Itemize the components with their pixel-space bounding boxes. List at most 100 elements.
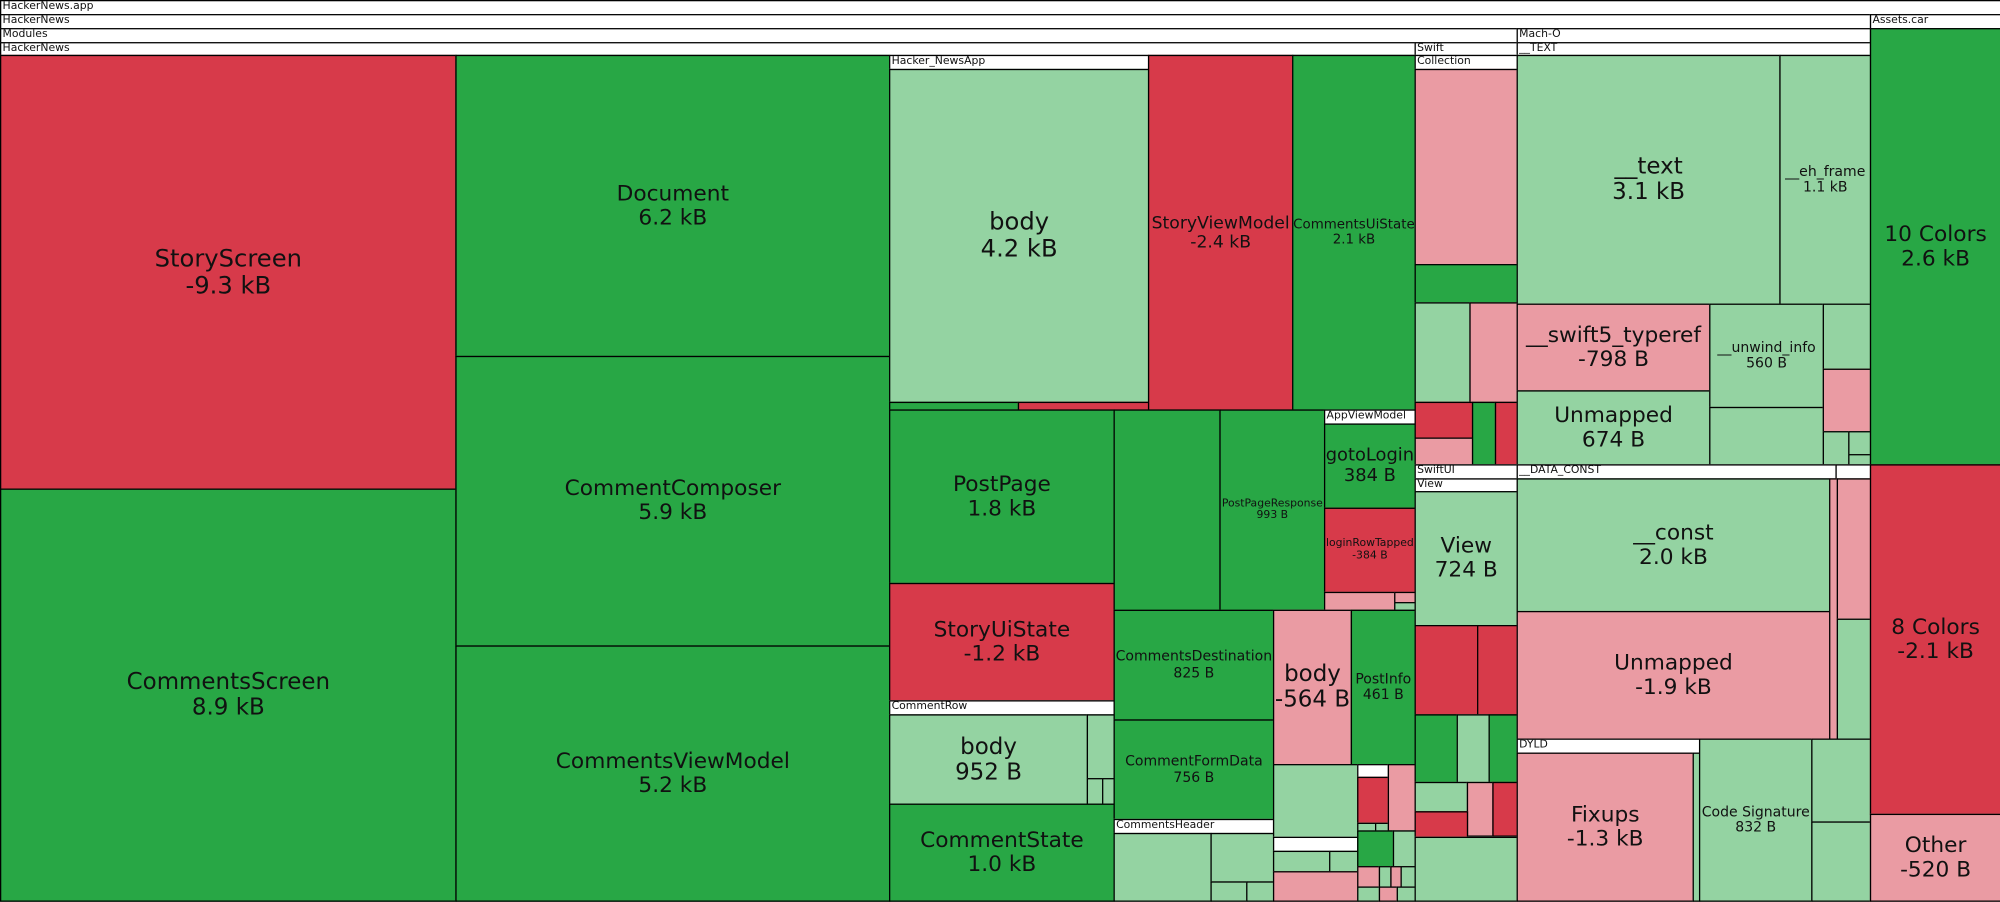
- treemap-node-post-page-response[interactable]: PostPageResponse 993 B: [1219, 409, 1326, 611]
- treemap-node-login-row-tapped[interactable]: loginRowTapped -384 B: [1323, 507, 1416, 594]
- treemap-node-unlabeled[interactable]: [1086, 714, 1115, 780]
- treemap-node-unlabeled[interactable]: [1378, 886, 1398, 902]
- treemap-node-unlabeled[interactable]: [1357, 866, 1381, 888]
- treemap-node-unlabeled[interactable]: [1272, 850, 1331, 873]
- treemap-node-other[interactable]: Other -520 B: [1869, 813, 2000, 902]
- group-header-app[interactable]: HackerNews.app: [0, 0, 2000, 16]
- treemap-node-unlabeled[interactable]: [1494, 401, 1518, 466]
- treemap-node-unlabeled[interactable]: [1357, 886, 1381, 902]
- treemap-node-unlabeled[interactable]: [1272, 871, 1359, 902]
- treemap-node-unlabeled[interactable]: [1246, 881, 1275, 902]
- group-header-hn-app[interactable]: Hacker_NewsApp: [889, 54, 1150, 71]
- treemap-node-unlabeled[interactable]: [1329, 850, 1359, 873]
- treemap-node-unlabeled[interactable]: [1709, 406, 1824, 466]
- treemap-node-unlabeled[interactable]: [1822, 303, 1872, 370]
- treemap-node-comment-form-data[interactable]: CommentFormData 756 B: [1113, 719, 1275, 821]
- treemap-node-comment-composer[interactable]: CommentComposer 5.9 kB: [455, 355, 891, 647]
- node-name: CommentsViewModel: [555, 748, 790, 774]
- treemap-node-fixups[interactable]: Fixups -1.3 kB: [1516, 752, 1694, 902]
- treemap-node-unlabeled[interactable]: [1835, 464, 1872, 480]
- group-header-modules[interactable]: Modules: [0, 28, 1518, 44]
- treemap-node-unmapped-data[interactable]: Unmapped -1.9 kB: [1516, 610, 1831, 740]
- treemap-node-unlabeled[interactable]: [1414, 68, 1518, 266]
- group-header-swiftui[interactable]: SwiftUI: [1414, 464, 1518, 480]
- treemap-node-unlabeled[interactable]: [1113, 832, 1212, 902]
- treemap-node-comments-ui-state[interactable]: CommentsUiState 2.1 kB: [1292, 54, 1416, 411]
- treemap-node-comments-screen[interactable]: CommentsScreen 8.9 kB: [0, 488, 457, 902]
- treemap-node-view[interactable]: View 724 B: [1414, 491, 1518, 627]
- treemap-node-unlabeled[interactable]: [1414, 264, 1518, 304]
- treemap-node-unlabeled[interactable]: [1272, 764, 1359, 839]
- treemap-node-text[interactable]: __text 3.1 kB: [1516, 54, 1781, 305]
- treemap-node-unlabeled[interactable]: [1396, 886, 1416, 902]
- treemap-node-unlabeled[interactable]: [1400, 866, 1416, 888]
- treemap-node-story-screen[interactable]: StoryScreen -9.3 kB: [0, 54, 457, 490]
- treemap-node-unlabeled[interactable]: [1086, 778, 1104, 805]
- group-header-app-vm[interactable]: AppViewModel: [1323, 409, 1416, 425]
- treemap-node-unlabeled[interactable]: [1387, 764, 1416, 832]
- treemap-node-unlabeled[interactable]: [1822, 431, 1850, 466]
- group-header-hackernews1[interactable]: HackerNews: [0, 14, 1872, 30]
- treemap-node-body-row[interactable]: body 952 B: [889, 714, 1089, 805]
- treemap-node-unlabeled[interactable]: [1357, 776, 1390, 824]
- treemap-node-unlabeled[interactable]: [1836, 618, 1872, 740]
- group-header-data-const[interactable]: __DATA_CONST: [1516, 464, 1837, 480]
- group-header-comments-header[interactable]: CommentsHeader: [1113, 818, 1275, 835]
- treemap-node-unlabeled[interactable]: [1272, 836, 1359, 853]
- treemap-node-unlabeled[interactable]: [1414, 811, 1469, 839]
- treemap-node-body-app[interactable]: body 4.2 kB: [889, 68, 1150, 404]
- node-size: -1.9 kB: [1635, 674, 1712, 700]
- treemap-node-unlabeled[interactable]: [1469, 302, 1518, 404]
- treemap-node-typeref[interactable]: __swift5_typeref -798 B: [1516, 303, 1711, 392]
- treemap-node-unlabeled[interactable]: [1836, 478, 1872, 620]
- group-header-collection[interactable]: Collection: [1414, 54, 1518, 71]
- treemap-node-unlabeled[interactable]: [1414, 401, 1474, 439]
- treemap-node-unlabeled[interactable]: [1323, 591, 1396, 611]
- treemap-node-unlabeled[interactable]: [1822, 368, 1872, 433]
- treemap-node-unlabeled[interactable]: [1414, 781, 1469, 813]
- treemap-node-post-page[interactable]: PostPage 1.8 kB: [889, 409, 1115, 585]
- node-size: 560 B: [1746, 354, 1788, 372]
- treemap-node-colors8[interactable]: 8 Colors -2.1 kB: [1869, 464, 2000, 816]
- treemap-node-comments-destination[interactable]: CommentsDestination 825 B: [1113, 609, 1275, 721]
- treemap-node-unlabeled[interactable]: [1811, 821, 1872, 902]
- treemap-node-colors10[interactable]: 10 Colors 2.6 kB: [1869, 28, 2000, 466]
- treemap-node-unwind-info[interactable]: __unwind_info 560 B: [1709, 303, 1824, 409]
- group-header-comment-row[interactable]: CommentRow: [889, 700, 1115, 716]
- treemap-node-comments-view-model[interactable]: CommentsViewModel 5.2 kB: [455, 645, 891, 902]
- treemap-node-unlabeled[interactable]: [1471, 401, 1497, 466]
- treemap-node-unlabeled[interactable]: [1811, 738, 1872, 823]
- treemap-node-code-signature[interactable]: Code Signature 832 B: [1698, 738, 1813, 902]
- treemap-node-const[interactable]: __const 2.0 kB: [1516, 478, 1831, 613]
- treemap-node-unmapped-text[interactable]: Unmapped 674 B: [1516, 390, 1711, 466]
- treemap-node-unlabeled[interactable]: [1357, 830, 1395, 868]
- treemap-node-unlabeled[interactable]: [1113, 409, 1221, 611]
- treemap-node-document[interactable]: Document 6.2 kB: [455, 54, 891, 358]
- treemap-node-goto-login[interactable]: gotoLogin 384 B: [1323, 423, 1416, 509]
- treemap-node-story-view-model[interactable]: StoryViewModel -2.4 kB: [1147, 54, 1294, 411]
- treemap-node-unlabeled[interactable]: [1414, 624, 1479, 716]
- treemap-node-body-neg[interactable]: body -564 B: [1272, 609, 1353, 766]
- treemap-node-unlabeled[interactable]: [1456, 714, 1490, 784]
- group-header-macho[interactable]: Mach-O: [1516, 28, 1872, 44]
- group-header-assets[interactable]: Assets.car: [1869, 14, 2000, 30]
- treemap-node-unlabeled[interactable]: [1492, 781, 1518, 837]
- treemap-node-unlabeled[interactable]: [1210, 832, 1275, 883]
- treemap-node-unlabeled[interactable]: [1466, 781, 1494, 837]
- node-name: Other: [1904, 832, 1967, 859]
- group-header-dyld[interactable]: DYLD: [1516, 738, 1701, 754]
- treemap-node-unlabeled[interactable]: [1414, 836, 1518, 902]
- treemap-node-eh-frame[interactable]: __eh_frame 1.1 kB: [1779, 54, 1872, 305]
- treemap-node-unlabeled[interactable]: [1477, 624, 1518, 716]
- treemap-node-unlabeled[interactable]: [1210, 881, 1248, 902]
- treemap-node-unlabeled[interactable]: [1414, 714, 1458, 784]
- treemap-node-unlabeled[interactable]: [1488, 714, 1518, 784]
- treemap-node-unlabeled[interactable]: [1848, 431, 1872, 456]
- node-name: gotoLogin: [1325, 445, 1415, 466]
- treemap-node-unlabeled[interactable]: [1414, 302, 1471, 404]
- treemap-node-unlabeled[interactable]: [1414, 437, 1474, 466]
- treemap-node-unlabeled[interactable]: [1392, 830, 1416, 868]
- treemap-node-story-ui-state[interactable]: StoryUiState -1.2 kB: [889, 582, 1115, 702]
- treemap-node-comment-state[interactable]: CommentState 1.0 kB: [889, 803, 1115, 902]
- treemap-node-post-info[interactable]: PostInfo 461 B: [1350, 609, 1416, 766]
